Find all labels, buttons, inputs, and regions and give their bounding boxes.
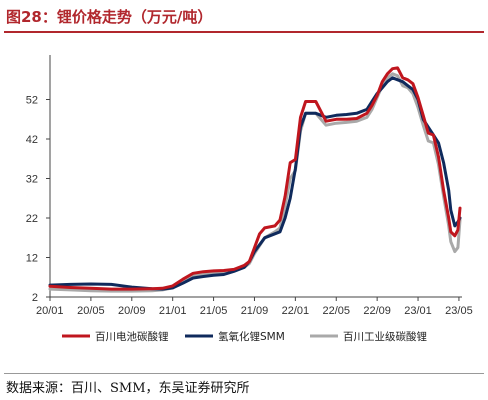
legend-label: 百川工业级碳酸锂 <box>343 330 427 343</box>
source-rule <box>4 373 484 374</box>
y-tick-label: 42 <box>26 134 38 146</box>
y-axis-ticks: 2 12 22 32 42 52 <box>26 95 50 304</box>
series-line-1 <box>48 76 462 291</box>
x-axis-ticks: 20/01 20/05 20/09 21/01 21/05 21/09 22/01 22/05… <box>36 297 473 317</box>
x-tick-label: 22/01 <box>282 305 310 317</box>
x-tick-label: 20/01 <box>36 305 64 317</box>
y-tick-label: 32 <box>26 174 38 186</box>
chart-title: 图28：锂价格走势（万元/吨） <box>6 8 213 26</box>
legend-label: 百川电池碳酸锂 <box>95 330 169 343</box>
axes <box>49 55 462 298</box>
y-tick-label: 22 <box>26 213 38 225</box>
y-tick-label: 52 <box>26 95 38 107</box>
series-lines <box>48 66 462 293</box>
x-tick-label: 21/05 <box>200 305 228 317</box>
source-note: 数据来源：百川、SMM，东吴证券研究所 <box>6 381 250 396</box>
x-tick-label: 20/05 <box>77 305 105 317</box>
x-tick-label: 22/09 <box>363 305 391 317</box>
y-tick-label: 2 <box>32 292 38 304</box>
y-tick-label: 12 <box>26 253 38 265</box>
title-rule <box>4 31 484 33</box>
series-line-2 <box>48 72 462 293</box>
x-tick-label: 22/05 <box>322 305 350 317</box>
x-tick-label: 23/05 <box>445 305 473 317</box>
legend-item-1: 氢氧化锂SMM <box>185 330 285 343</box>
legend: 百川电池碳酸锂 氢氧化锂SMM 百川工业级碳酸锂 <box>62 330 427 343</box>
x-tick-label: 21/01 <box>159 305 187 317</box>
series-line-0 <box>48 66 462 291</box>
x-tick-label: 23/01 <box>404 305 432 317</box>
legend-item-0: 百川电池碳酸锂 <box>62 330 169 343</box>
legend-item-2: 百川工业级碳酸锂 <box>310 330 427 343</box>
x-tick-label: 20/09 <box>118 305 146 317</box>
x-tick-label: 21/09 <box>241 305 269 317</box>
legend-label: 氢氧化锂SMM <box>218 330 285 343</box>
